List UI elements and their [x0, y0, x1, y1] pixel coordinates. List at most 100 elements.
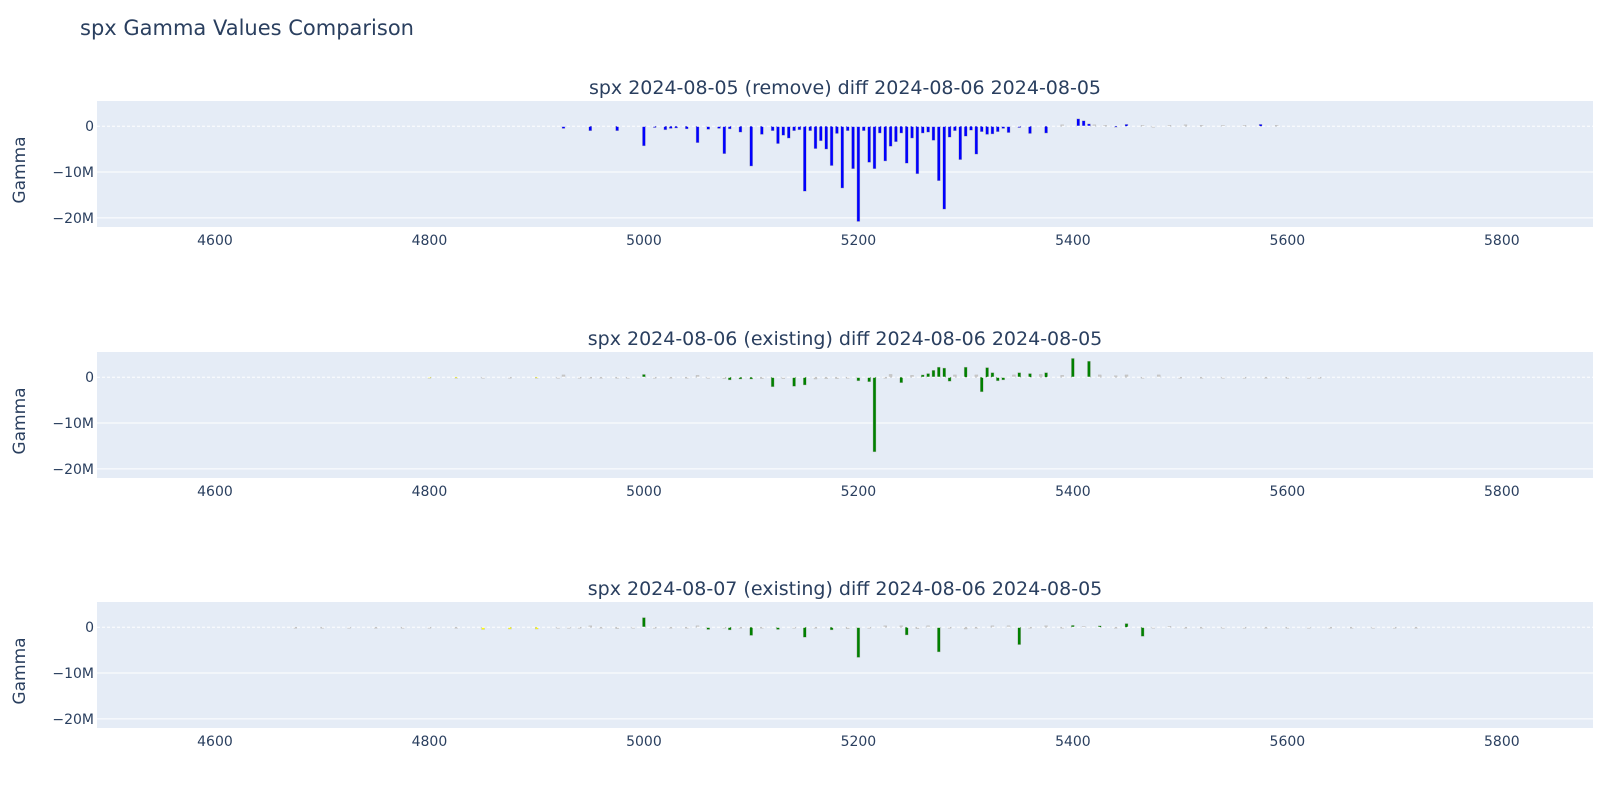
plot-area [97, 101, 1593, 227]
bar [695, 125, 700, 143]
x-tick-label: 4800 [412, 484, 448, 500]
bar [931, 125, 936, 141]
bar [749, 125, 753, 167]
bar [996, 125, 1000, 132]
x-tick-label: 5200 [841, 734, 877, 750]
bar [674, 125, 678, 129]
bar [1258, 124, 1263, 127]
plot-area [97, 602, 1593, 728]
bar [749, 627, 753, 636]
x-tick-label: 5000 [626, 233, 662, 249]
x-tick-label: 5200 [841, 484, 877, 500]
bar [588, 625, 593, 628]
bar [1044, 372, 1048, 378]
bar [915, 125, 920, 175]
bar [872, 377, 877, 453]
bar [786, 125, 791, 139]
bar [937, 627, 941, 653]
x-tick-label: 5600 [1270, 233, 1306, 249]
bar [770, 125, 775, 131]
y-axis-label: Gamma [10, 637, 30, 704]
x-tick-label: 5400 [1055, 734, 1091, 750]
bar [888, 374, 893, 378]
bar [963, 366, 968, 378]
bar [1044, 625, 1048, 628]
bar [792, 125, 796, 131]
bar [835, 377, 839, 379]
x-tick-label: 5600 [1270, 484, 1306, 500]
bar [856, 125, 861, 222]
bar [1124, 124, 1129, 127]
bar [824, 377, 828, 379]
x-tick-label: 4600 [197, 734, 233, 750]
bar [1006, 125, 1011, 133]
y-axis-label: Gamma [10, 136, 30, 203]
bar [963, 125, 968, 137]
bar [888, 125, 893, 147]
bar [819, 125, 823, 142]
bar [1017, 627, 1021, 645]
bar [803, 627, 807, 638]
bar [872, 125, 877, 170]
bar [990, 125, 995, 135]
bar [1071, 358, 1075, 378]
x-tick-label: 5000 [626, 734, 662, 750]
bar [642, 125, 646, 147]
bar [813, 125, 818, 149]
bar [942, 367, 946, 378]
bar [926, 373, 930, 378]
bar [996, 377, 1000, 382]
bar [931, 370, 936, 378]
x-tick-label: 4600 [197, 484, 233, 500]
bar [974, 374, 979, 378]
bar [904, 627, 909, 636]
bar [803, 125, 807, 192]
bar [534, 627, 539, 630]
bar [1124, 374, 1129, 378]
bar [1028, 373, 1032, 378]
subplot-title: spx 2024-08-07 (existing) diff 2024-08-0… [588, 578, 1103, 600]
bar [813, 377, 818, 380]
bar [974, 125, 979, 155]
bar [953, 125, 957, 131]
subplot-title: spx 2024-08-06 (existing) diff 2024-08-0… [588, 328, 1103, 350]
x-tick-label: 5800 [1484, 484, 1520, 500]
bar [899, 377, 904, 383]
bar [824, 125, 828, 150]
bar [760, 125, 764, 135]
bar [904, 125, 909, 164]
bar [947, 125, 952, 138]
bar [856, 377, 861, 382]
bar [937, 366, 941, 378]
bar [829, 627, 834, 631]
bar [1017, 372, 1021, 378]
x-tick-label: 5400 [1055, 484, 1091, 500]
y-tick-label: 0 [85, 119, 94, 135]
bar [808, 125, 812, 131]
bar [963, 627, 968, 630]
bar [1140, 627, 1145, 637]
y-tick-label: −10M [52, 666, 94, 682]
bar [615, 125, 619, 131]
y-tick-label: −10M [52, 416, 94, 432]
bar [1028, 125, 1032, 134]
y-tick-label: −20M [52, 712, 94, 728]
bar [899, 625, 904, 628]
y-axis-label: Gamma [10, 387, 30, 454]
y-tick-label: −10M [52, 165, 94, 181]
figure-title: spx Gamma Values Comparison [80, 16, 414, 40]
bar [738, 377, 743, 380]
bar [980, 377, 984, 393]
bar [663, 125, 668, 131]
bar [856, 627, 861, 658]
bar [942, 125, 946, 210]
x-tick-label: 5800 [1484, 233, 1520, 249]
x-tick-label: 5000 [626, 484, 662, 500]
x-tick-label: 5400 [1055, 233, 1091, 249]
bar [1076, 118, 1080, 127]
bar [803, 377, 807, 386]
bar [835, 125, 839, 134]
bar [1044, 125, 1048, 134]
